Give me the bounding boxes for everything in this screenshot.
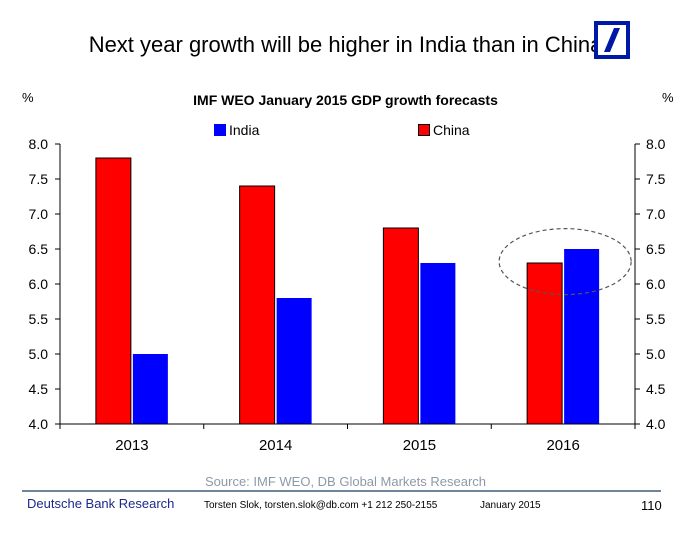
x-tick-label-2016: 2016	[546, 437, 579, 454]
y-tick-label-left-4.5: 4.5	[29, 381, 49, 397]
y-tick-label-right-4.0: 4.0	[646, 416, 666, 432]
footer-brand: Deutsche Bank Research	[27, 496, 175, 511]
y-tick-label-right-6.5: 6.5	[646, 241, 666, 257]
y-tick-label-right-4.5: 4.5	[646, 381, 666, 397]
y-tick-label-left-4.0: 4.0	[29, 416, 49, 432]
y-axis-left-unit: %	[22, 90, 34, 105]
chart-source: Source: IMF WEO, DB Global Markets Resea…	[204, 474, 487, 489]
y-axis-right-unit: %	[662, 90, 674, 105]
y-tick-label-left-6.0: 6.0	[29, 276, 49, 292]
x-tick-label-2015: 2015	[403, 437, 436, 454]
legend-item-india: India	[214, 122, 259, 138]
y-tick-label-right-5.0: 5.0	[646, 346, 666, 362]
x-tick-label-2014: 2014	[259, 437, 292, 454]
y-tick-label-left-6.5: 6.5	[29, 241, 49, 257]
y-tick-label-right-6.0: 6.0	[646, 276, 666, 292]
page-number: 110	[641, 498, 662, 513]
y-tick-label-left-8.0: 8.0	[29, 136, 49, 152]
y-tick-label-left-7.0: 7.0	[29, 206, 49, 222]
bar-india-2014	[276, 298, 312, 424]
y-tick-label-left-5.0: 5.0	[29, 346, 49, 362]
legend-label-india: India	[229, 122, 260, 138]
bar-india-2016	[564, 249, 600, 424]
y-tick-label-right-8.0: 8.0	[646, 136, 666, 152]
bar-china-2013	[95, 157, 132, 425]
bar-india-2013	[132, 354, 168, 424]
footer-contact: Torsten Slok, torsten.slok@db.com +1 212…	[204, 500, 438, 511]
chart-title: IMF WEO January 2015 GDP growth forecast…	[193, 92, 498, 108]
legend-label-china: China	[433, 122, 470, 138]
bar-india-2015	[420, 263, 456, 424]
x-tick-label-2013: 2013	[115, 437, 148, 454]
logo-slash-icon	[604, 28, 620, 52]
y-tick-label-right-5.5: 5.5	[646, 311, 666, 327]
y-tick-label-left-7.5: 7.5	[29, 171, 49, 187]
bar-china-2014	[239, 185, 276, 425]
y-tick-label-left-5.5: 5.5	[29, 311, 49, 327]
y-tick-label-right-7.0: 7.0	[646, 206, 666, 222]
footer-divider	[22, 490, 661, 492]
y-tick-label-right-7.5: 7.5	[646, 171, 666, 187]
deutsche-bank-logo	[594, 21, 630, 59]
footer-date: January 2015	[480, 500, 541, 511]
legend-swatch-china	[418, 124, 430, 136]
legend-item-china: China	[418, 122, 470, 138]
slide-title: Next year growth will be higher in India…	[88, 32, 603, 57]
legend-swatch-india	[214, 124, 226, 136]
highlight-ellipse-2016	[498, 228, 632, 296]
bar-china-2015	[382, 227, 419, 425]
bar-china-2016	[526, 262, 563, 425]
